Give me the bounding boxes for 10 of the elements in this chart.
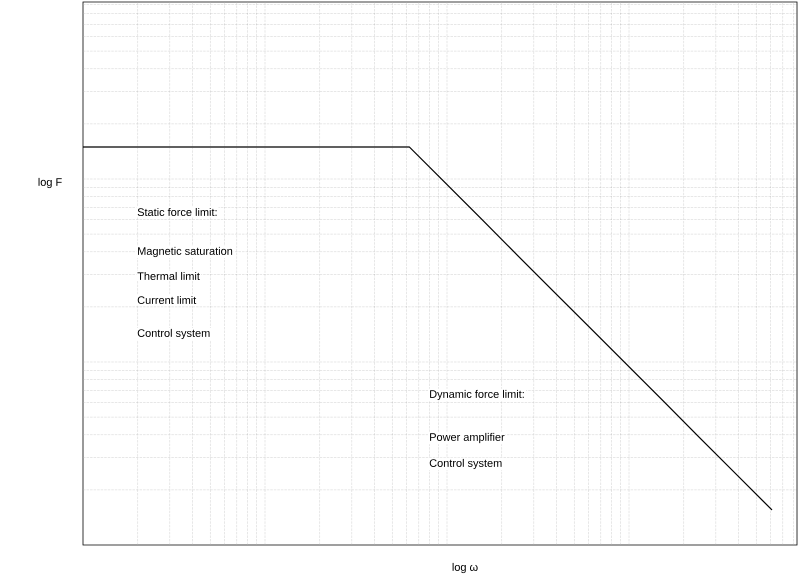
- annotation: Magnetic saturation: [138, 246, 232, 258]
- annotation: Dynamic force limit:: [430, 390, 524, 400]
- y-axis-title: log F: [38, 178, 62, 188]
- annotation: Current limit: [138, 296, 196, 304]
- annotation: Static force limit:: [138, 208, 217, 216]
- annotation: Power amplifier: [430, 432, 505, 444]
- annotation: Control system: [430, 458, 502, 470]
- x-axis-title: log ω: [452, 562, 478, 574]
- annotation: Thermal limit: [137, 272, 200, 280]
- annotation: Control system: [138, 328, 210, 340]
